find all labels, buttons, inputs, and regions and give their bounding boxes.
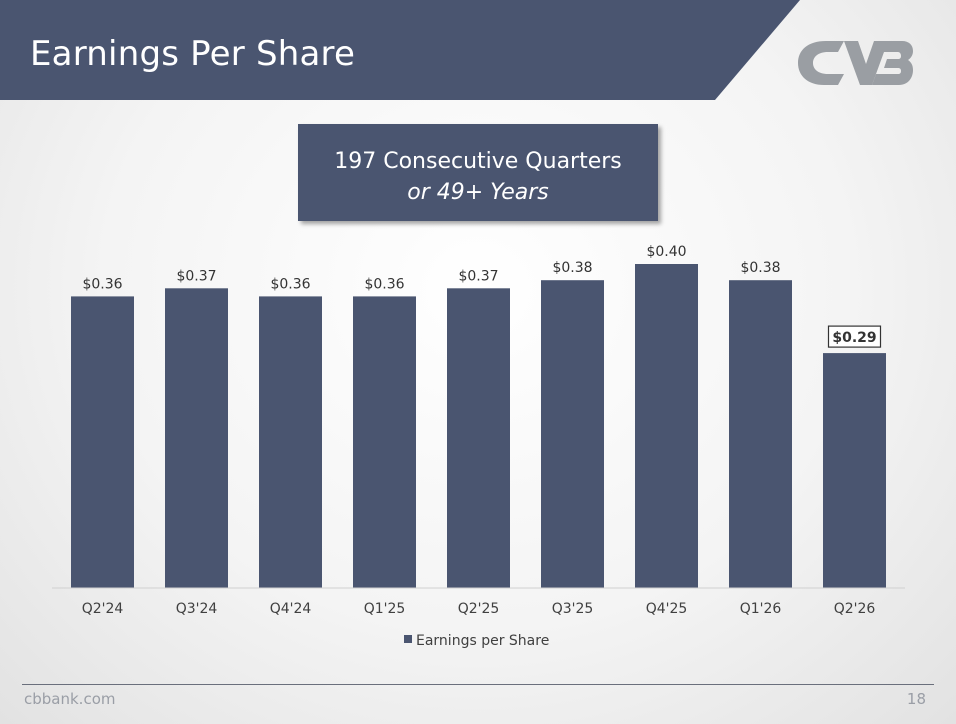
page-number: 18 xyxy=(906,690,926,708)
callout-line2: or 49+ Years xyxy=(407,180,549,205)
x-tick-label-3: Q1'25 xyxy=(364,601,406,617)
callout-box: 197 Consecutive Quarters or 49+ Years xyxy=(298,124,658,221)
bar-0 xyxy=(71,296,134,588)
header-band-shape xyxy=(0,0,800,100)
bar-7 xyxy=(729,280,792,588)
logo-letter-c xyxy=(798,41,844,85)
legend-swatch xyxy=(404,635,412,643)
bars-layer xyxy=(71,264,886,588)
data-label-6: $0.40 xyxy=(646,244,686,260)
bar-8 xyxy=(823,353,886,588)
bar-5 xyxy=(541,280,604,588)
x-tick-label-1: Q3'24 xyxy=(176,601,218,617)
bar-6 xyxy=(635,264,698,588)
x-tick-label-2: Q4'24 xyxy=(270,601,312,617)
callout-line1: 197 Consecutive Quarters xyxy=(334,149,622,174)
logo-letter-b xyxy=(872,41,913,85)
x-tick-label-0: Q2'24 xyxy=(82,601,124,617)
legend: Earnings per Share xyxy=(404,633,549,649)
data-label-2: $0.36 xyxy=(270,276,310,292)
header-band xyxy=(0,0,800,100)
cvb-logo-icon xyxy=(798,41,913,85)
data-label-5: $0.38 xyxy=(552,260,592,276)
bar-2 xyxy=(259,296,322,588)
x-tick-label-4: Q2'25 xyxy=(458,601,500,617)
logo-letter-v xyxy=(844,41,888,85)
data-label-3: $0.36 xyxy=(364,276,404,292)
data-label-8: $0.29 xyxy=(832,330,876,346)
x-tick-label-5: Q3'25 xyxy=(552,601,594,617)
legend-label: Earnings per Share xyxy=(416,633,549,649)
footer-divider xyxy=(22,684,934,685)
data-label-4: $0.37 xyxy=(458,268,498,284)
data-label-1: $0.37 xyxy=(176,268,216,284)
footer-url: cbbank.com xyxy=(24,690,116,708)
highlight-label-box xyxy=(827,325,882,348)
labels-layer: $0.36 Q2'24 $0.37 Q3'24 $0.36 Q4'24 $0.36 Q1'25… xyxy=(82,244,882,617)
data-label-7: $0.38 xyxy=(740,260,780,276)
data-label-0: $0.36 xyxy=(82,276,122,292)
x-tick-label-8: Q2'26 xyxy=(834,601,876,617)
eps-bar-chart: $0.36 Q2'24 $0.37 Q3'24 $0.36 Q4'24 $0.36 Q1'25… xyxy=(52,244,905,649)
bar-3 xyxy=(353,296,416,588)
x-tick-label-7: Q1'26 xyxy=(740,601,782,617)
bar-1 xyxy=(165,288,228,588)
x-tick-label-6: Q4'25 xyxy=(646,601,688,617)
slide-title: Earnings Per Share xyxy=(30,34,356,74)
bar-4 xyxy=(447,288,510,588)
